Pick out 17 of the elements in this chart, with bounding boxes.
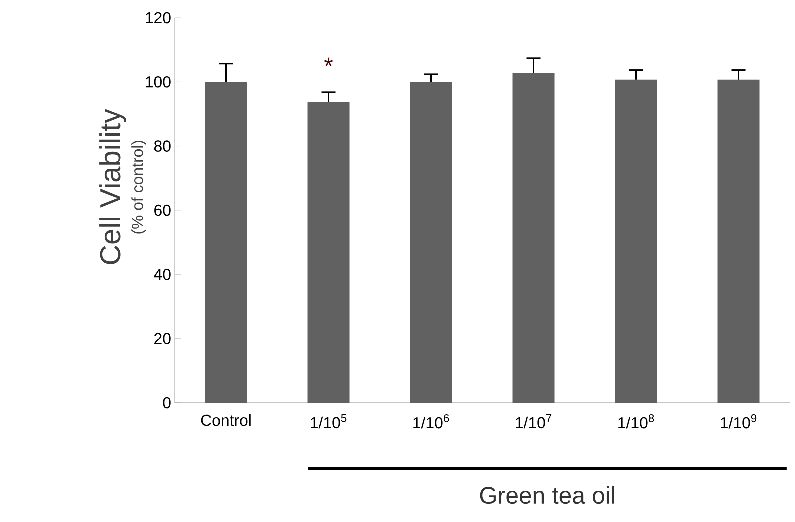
- y-tick-label: 80: [154, 140, 171, 152]
- y-tick-label: 60: [154, 204, 171, 216]
- y-tick-label: 120: [146, 12, 171, 24]
- x-axis-title: Green tea oil: [480, 486, 614, 504]
- y-tick-label: 40: [154, 269, 171, 280]
- annotation: *: [324, 58, 334, 66]
- x-tick-label: 1/10$^{8}$: [618, 414, 654, 429]
- text: (% of control): [132, 141, 146, 234]
- x-tick-label: 1/10$^{9}$: [721, 414, 757, 429]
- x-tick-label: 1/10$^{6}$: [414, 414, 450, 429]
- y-tick-label: 20: [154, 333, 171, 344]
- y-tick-label: 100: [146, 76, 171, 88]
- y-axis-title: Cell Viability: [100, 109, 126, 264]
- x-tick-label: 1/10$^{5}$: [311, 414, 347, 429]
- x-tick-label: Control: [201, 414, 251, 426]
- y-tick-label: 0: [163, 397, 171, 409]
- x-tick-label: 1/10$^{7}$: [516, 414, 552, 429]
